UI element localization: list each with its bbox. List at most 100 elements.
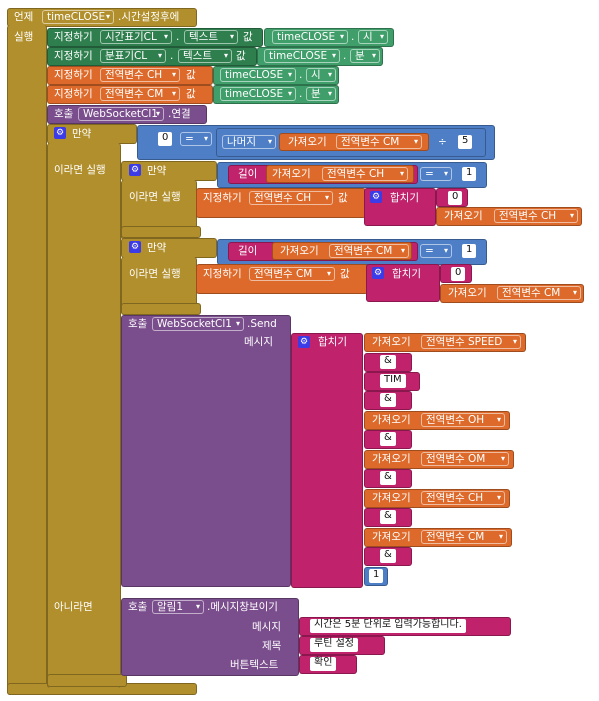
dot-label: . — [170, 50, 174, 62]
button-string[interactable]: 확인 — [310, 657, 337, 671]
message-string[interactable]: 시간은 5분 단위로 입력가능합니다. — [310, 619, 466, 633]
set-label: 지정하기 — [54, 31, 93, 43]
minute-prop-dropdown[interactable]: 분 — [350, 49, 380, 63]
send-join-block[interactable] — [291, 333, 363, 588]
ampersand-string[interactable]: & — [380, 355, 396, 369]
call-websocket-send-block[interactable] — [121, 315, 291, 587]
title-label: 제목 — [262, 640, 282, 652]
global-ch-dropdown[interactable]: 전역변수 CH — [421, 491, 505, 505]
websocket-dropdown[interactable]: WebSocketCl1 — [152, 317, 244, 331]
equals-operator-dropdown[interactable]: = — [420, 244, 452, 258]
inner-if2-bottom — [121, 303, 201, 315]
join-label: 합치기 — [392, 268, 421, 280]
event-component-dropdown[interactable]: timeCLOSE — [42, 10, 114, 24]
global-cm-dropdown[interactable]: 전역변수 CM — [336, 135, 422, 149]
global-ch-dropdown[interactable]: 전역변수 CH — [322, 167, 408, 181]
event-when-label: 언제 — [14, 11, 34, 23]
minute-label-dropdown[interactable]: 분표기CL — [100, 49, 166, 63]
mutator-gear-icon[interactable]: ⚙ — [129, 241, 141, 253]
then-label: 이라면 실행 — [129, 191, 181, 203]
zero-number[interactable]: 0 — [158, 132, 173, 146]
zero-string[interactable]: 0 — [451, 267, 466, 281]
mutator-gear-icon[interactable]: ⚙ — [370, 191, 382, 203]
if-label: 만약 — [147, 242, 167, 254]
global-cm-dropdown[interactable]: 전역변수 CM — [421, 530, 507, 544]
one-number[interactable]: 1 — [369, 569, 384, 583]
hour-label-dropdown[interactable]: 시간표기CL — [100, 30, 172, 44]
value-label: 값 — [243, 31, 253, 43]
one-number[interactable]: 1 — [462, 244, 477, 258]
get-label: 가져오기 — [372, 336, 411, 348]
connect-method-label: .연결 — [168, 108, 191, 120]
get-label: 가져오기 — [272, 168, 311, 180]
hour-prop-dropdown[interactable]: 시 — [306, 68, 336, 82]
websocket-dropdown[interactable]: WebSocketCl1 — [78, 107, 164, 121]
equals-operator-dropdown[interactable]: = — [180, 132, 212, 146]
get-label: 가져오기 — [372, 492, 411, 504]
global-oh-dropdown[interactable]: 전역변수 OH — [421, 413, 505, 427]
global-cm-dropdown[interactable]: 전역변수 CM — [100, 87, 180, 101]
timeclose-dropdown[interactable]: timeCLOSE — [272, 30, 348, 44]
five-number[interactable]: 5 — [458, 135, 473, 149]
prop-dropdown[interactable]: 텍스트 — [178, 49, 232, 63]
global-cm-dropdown[interactable]: 전역변수 CM — [249, 267, 335, 281]
outer-if-left-column — [47, 143, 121, 688]
global-cm-dropdown[interactable]: 전역변수 CM — [497, 286, 581, 300]
get-label: 가져오기 — [372, 453, 411, 465]
ampersand-string[interactable]: & — [380, 549, 396, 563]
timeclose-dropdown[interactable]: timeCLOSE — [220, 68, 296, 82]
ampersand-string[interactable]: & — [380, 432, 396, 446]
get-label: 가져오기 — [372, 414, 411, 426]
else-label: 아니라면 — [54, 601, 93, 613]
notifier-dropdown[interactable]: 알림1 — [152, 600, 204, 614]
minute-prop-dropdown[interactable]: 분 — [306, 87, 336, 101]
mutator-gear-icon[interactable]: ⚙ — [372, 267, 384, 279]
ampersand-string[interactable]: & — [380, 393, 396, 407]
global-cm-dropdown[interactable]: 전역변수 CM — [329, 244, 409, 258]
equals-operator-dropdown[interactable]: = — [420, 167, 452, 181]
dot-label: . — [299, 88, 303, 100]
divide-label: ÷ — [438, 136, 447, 148]
value-label: 값 — [186, 88, 196, 100]
remainder-dropdown[interactable]: 나머지 — [222, 135, 276, 149]
notifier-method-label: .메시지창보이기 — [207, 601, 278, 613]
one-number[interactable]: 1 — [462, 167, 477, 181]
mutator-gear-icon[interactable]: ⚙ — [54, 127, 66, 139]
call-notifier-block[interactable] — [121, 598, 299, 676]
set-label: 지정하기 — [203, 268, 242, 280]
dot-label: . — [299, 69, 303, 81]
get-label: 가져오기 — [280, 245, 319, 257]
mutator-gear-icon[interactable]: ⚙ — [298, 336, 310, 348]
get-label: 가져오기 — [444, 210, 483, 222]
global-speed-dropdown[interactable]: 전역변수 SPEED — [421, 335, 521, 349]
button-text-label: 버튼텍스트 — [230, 659, 279, 671]
prop-dropdown[interactable]: 텍스트 — [184, 30, 238, 44]
join-label: 합치기 — [318, 336, 347, 348]
tim-string[interactable]: TIM — [380, 374, 406, 388]
global-ch-dropdown[interactable]: 전역변수 CH — [494, 209, 578, 223]
event-do-label: 실행 — [14, 31, 34, 43]
zero-string[interactable]: 0 — [448, 191, 463, 205]
global-om-dropdown[interactable]: 전역변수 OM — [421, 452, 509, 466]
message-label: 메시지 — [252, 621, 281, 633]
dot-label: . — [351, 31, 355, 43]
length-label: 길이 — [238, 245, 258, 257]
dot-label: . — [343, 50, 347, 62]
timeclose-dropdown[interactable]: timeCLOSE — [220, 87, 296, 101]
inner-if1-bottom — [121, 226, 201, 238]
send-method-label: .Send — [247, 318, 277, 330]
value-label: 값 — [340, 268, 350, 280]
timeclose-dropdown[interactable]: timeCLOSE — [264, 49, 340, 63]
ampersand-string[interactable]: & — [380, 510, 396, 524]
global-ch-dropdown[interactable]: 전역변수 CH — [100, 68, 180, 82]
get-label: 가져오기 — [448, 287, 487, 299]
if-label: 만약 — [72, 128, 92, 140]
hour-prop-dropdown[interactable]: 시 — [358, 30, 388, 44]
then-label: 이라면 실행 — [129, 268, 181, 280]
global-ch-dropdown[interactable]: 전역변수 CH — [249, 191, 333, 205]
set-label: 지정하기 — [54, 69, 93, 81]
title-string[interactable]: 루틴 설정 — [310, 638, 358, 652]
mutator-gear-icon[interactable]: ⚙ — [129, 164, 141, 176]
ampersand-string[interactable]: & — [380, 471, 396, 485]
value-label: 값 — [338, 192, 348, 204]
